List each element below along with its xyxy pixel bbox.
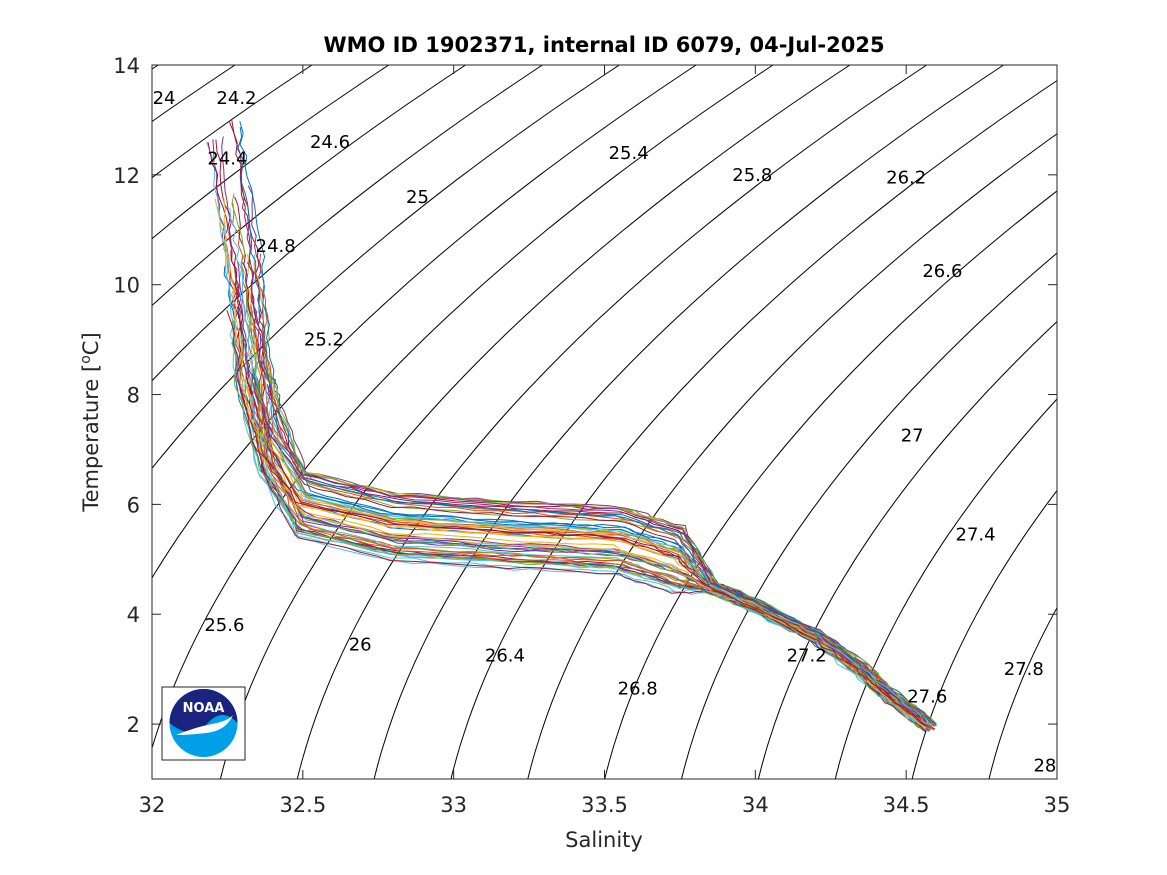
y-tick-label: 8 <box>127 384 140 408</box>
isopycnal-line <box>1137 38 1167 807</box>
x-tick-label: 33.5 <box>581 793 628 817</box>
y-tick-label: 10 <box>113 274 140 298</box>
x-axis: 32 32.5 33 33.5 34 34.5 35 <box>139 65 1071 817</box>
y-axis-label: Temperature [oC] <box>78 332 103 512</box>
isopycnal-line <box>680 252 1057 779</box>
isopycnal-line <box>604 190 1057 779</box>
isopycnal-label: 25.6 <box>204 615 244 636</box>
isopycnal-label: 26.2 <box>886 168 926 189</box>
isopycnal-line <box>219 65 851 779</box>
profile-line <box>263 374 931 726</box>
isopycnal-line <box>152 65 544 382</box>
isopycnal-label: 25.4 <box>609 143 649 164</box>
isopycnal-label: 27.8 <box>1004 659 1044 680</box>
isopycnal-line <box>1060 38 1167 807</box>
isopycnal-label: 25 <box>406 187 429 208</box>
isopycnal-line <box>152 65 467 307</box>
profile-line <box>239 121 936 724</box>
isopycnal-line <box>0 38 124 807</box>
profile-line <box>250 304 935 724</box>
isopycnal-label: 25.8 <box>732 165 772 186</box>
isopycnal-label: 27.2 <box>787 645 827 666</box>
profile-line <box>237 127 937 726</box>
x-tick-label: 34.5 <box>883 793 930 817</box>
isopycnal-label: 27 <box>901 426 924 447</box>
isopycnal-labels: 24 24.2 24.4 24.6 24.8 25 25.2 25.4 25.6 25.8 26 26… <box>153 88 1057 776</box>
isopycnal-line <box>296 65 928 779</box>
isopycnal-line <box>152 65 621 470</box>
isopycnal-label: 26 <box>349 634 372 655</box>
profile-line <box>207 142 926 733</box>
profile-line <box>267 368 933 723</box>
profile-line <box>206 141 929 732</box>
isopycnal-line <box>911 489 1057 779</box>
y-tick-label: 2 <box>127 713 140 737</box>
x-tick-label: 34 <box>742 793 769 817</box>
y-tick-label: 12 <box>113 164 140 188</box>
x-tick-label: 32.5 <box>279 793 326 817</box>
profile-lines <box>206 120 937 733</box>
isopycnal-line <box>988 606 1057 779</box>
noaa-logo: NOAA <box>161 686 246 761</box>
x-tick-label: 32 <box>139 793 166 817</box>
isopycnal-label: 24.8 <box>256 236 296 257</box>
isopycnal-label: 28 <box>1033 755 1056 776</box>
profile-line <box>231 320 924 732</box>
isopycnal-label: 27.4 <box>956 525 996 546</box>
y-tick-label: 14 <box>113 54 140 78</box>
profile-line <box>250 384 932 731</box>
isopycnal-label: 24.4 <box>207 148 247 169</box>
isopycnal-line <box>450 80 1057 779</box>
x-axis-label: Salinity <box>565 828 643 852</box>
x-tick-label: 35 <box>1044 793 1071 817</box>
profile-line <box>229 208 930 733</box>
isopycnal-label: 26.8 <box>618 678 658 699</box>
x-tick-label: 33 <box>440 793 467 817</box>
isopycnal-line <box>0 38 47 807</box>
profile-line <box>226 310 928 727</box>
isopycnal-label: 26.6 <box>922 261 962 282</box>
chart-title: WMO ID 1902371, internal ID 6079, 04-Jul… <box>323 33 884 57</box>
isopycnal-line <box>757 320 1057 779</box>
y-tick-label: 6 <box>127 493 140 517</box>
isopycnal-label: 26.4 <box>485 645 525 666</box>
noaa-logo-text: NOAA <box>183 701 225 716</box>
isopycnal-label: 24 <box>153 88 176 109</box>
isopycnal-line <box>152 65 313 179</box>
isopycnal-line <box>373 65 1005 779</box>
isopycnal-line <box>152 65 774 750</box>
isopycnal-label: 24.6 <box>310 132 350 153</box>
isopycnal-label: 25.2 <box>304 330 344 351</box>
profile-line <box>247 309 934 727</box>
isopycnal-line <box>527 133 1057 779</box>
isopycnal-label: 24.2 <box>216 88 256 109</box>
isopycnal-label: 27.6 <box>907 687 947 708</box>
y-tick-label: 4 <box>127 603 140 627</box>
